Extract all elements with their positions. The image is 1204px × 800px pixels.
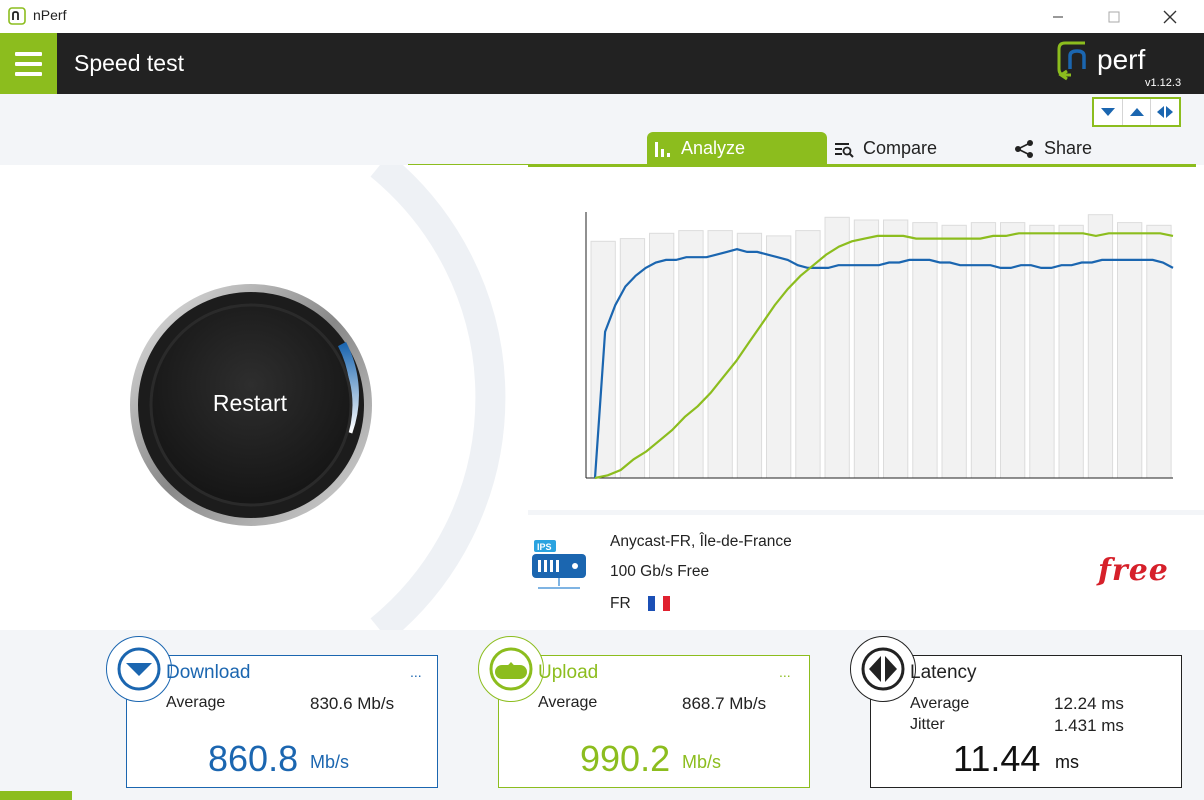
minimize-icon bbox=[1053, 16, 1063, 17]
bottom-accent-strip bbox=[0, 791, 72, 800]
close-button[interactable] bbox=[1142, 0, 1198, 33]
chart-bar bbox=[619, 238, 646, 479]
restart-label: Restart bbox=[212, 390, 288, 416]
tab-share[interactable]: Share bbox=[1014, 132, 1189, 165]
latency-average-label: Average bbox=[910, 695, 970, 712]
upload-average-label: Average bbox=[538, 694, 598, 711]
download-title: Download bbox=[166, 662, 251, 683]
app-header: Speed test perf v1.12.3 bbox=[0, 33, 1204, 94]
maximize-button[interactable] bbox=[1086, 0, 1142, 33]
tabs-underline bbox=[408, 164, 1196, 167]
tab-share-label: Share bbox=[1044, 138, 1093, 158]
upload-average-value: 868.7 Mb/s bbox=[682, 694, 767, 713]
chart-bar bbox=[853, 219, 880, 479]
hamburger-icon-bar bbox=[15, 71, 42, 76]
chart-bar bbox=[707, 230, 733, 479]
download-more-button[interactable]: ... bbox=[410, 664, 422, 680]
chart-bar bbox=[736, 232, 763, 479]
chart-bar bbox=[1087, 214, 1114, 479]
chart-bar bbox=[1000, 222, 1026, 479]
download-series-line bbox=[593, 248, 1174, 479]
chart-bar bbox=[649, 232, 675, 479]
upload-arrow-icon bbox=[489, 647, 533, 691]
page-title: Speed test bbox=[74, 50, 184, 76]
restart-button[interactable] bbox=[128, 282, 374, 528]
upload-unit: Mb/s bbox=[682, 752, 722, 772]
upload-title: Upload bbox=[538, 662, 599, 683]
logo-text: perf bbox=[1097, 44, 1145, 75]
server-ips-icon: IPS bbox=[532, 540, 586, 589]
window-titlebar: nPerf bbox=[0, 0, 1204, 33]
server-name: Anycast-FR, Île-de-France bbox=[610, 533, 792, 550]
expand-up-button[interactable] bbox=[1123, 99, 1152, 125]
chart-bar bbox=[824, 216, 850, 479]
latency-title: Latency bbox=[910, 662, 977, 683]
download-value: 860.8 bbox=[208, 738, 299, 779]
download-unit: Mb/s bbox=[310, 752, 350, 772]
share-icon bbox=[1015, 139, 1033, 158]
compare-list-icon bbox=[835, 142, 854, 158]
chart-bar bbox=[766, 235, 792, 479]
chart-bar bbox=[678, 230, 704, 479]
download-icon-badge bbox=[106, 636, 172, 702]
upload-series-line bbox=[594, 232, 1174, 480]
split-view-button[interactable] bbox=[1151, 99, 1179, 125]
window-title: nPerf bbox=[33, 7, 67, 23]
tab-analyze-label: Analyze bbox=[681, 138, 746, 158]
download-average-value: 830.6 Mb/s bbox=[310, 694, 395, 713]
latency-average-value: 12.24 ms bbox=[1054, 694, 1124, 713]
chart-bar bbox=[795, 230, 821, 479]
upload-value: 990.2 bbox=[580, 738, 671, 779]
nperf-logo: perf bbox=[1057, 41, 1145, 81]
minimize-button[interactable] bbox=[1030, 0, 1086, 33]
app-version: v1.12.3 bbox=[1145, 77, 1182, 89]
latency-value: 11.44 bbox=[953, 738, 1041, 779]
upload-more-button[interactable]: ... bbox=[779, 664, 791, 680]
expand-up-icon bbox=[1129, 108, 1144, 116]
france-flag-icon bbox=[648, 596, 670, 611]
download-card[interactable] bbox=[126, 655, 438, 788]
view-toggle-group bbox=[1092, 97, 1181, 127]
chart-bar bbox=[883, 219, 909, 479]
tab-compare-label: Compare bbox=[863, 138, 938, 158]
split-horizontal-icon bbox=[1157, 106, 1174, 118]
chart-bar bbox=[912, 222, 938, 479]
latency-unit: ms bbox=[1055, 752, 1079, 772]
gauge-decoration bbox=[370, 165, 506, 630]
server-country: FR bbox=[610, 595, 631, 612]
latency-card[interactable] bbox=[870, 655, 1182, 788]
chart-bar bbox=[970, 222, 997, 479]
latency-icon-badge bbox=[850, 636, 916, 702]
tab-analyze[interactable]: Analyze bbox=[647, 132, 827, 165]
menu-button[interactable] bbox=[0, 33, 57, 94]
download-average-label: Average bbox=[166, 694, 226, 711]
upload-card[interactable] bbox=[498, 655, 810, 788]
isp-logo: free bbox=[1098, 553, 1169, 588]
server-speed: 100 Gb/s Free bbox=[610, 563, 710, 580]
chart-bar bbox=[1058, 224, 1084, 479]
close-icon bbox=[1163, 10, 1177, 23]
jitter-label: Jitter bbox=[910, 716, 945, 733]
left-background bbox=[0, 94, 410, 165]
hamburger-icon-bar bbox=[15, 61, 42, 66]
collapse-down-button[interactable] bbox=[1094, 99, 1123, 125]
collapse-down-icon bbox=[1100, 108, 1115, 116]
upload-icon-badge bbox=[478, 636, 544, 702]
tab-compare[interactable]: Compare bbox=[833, 132, 1008, 165]
maximize-icon bbox=[1108, 11, 1120, 22]
jitter-value: 1.431 ms bbox=[1054, 716, 1124, 735]
speed-chart bbox=[585, 212, 1174, 480]
server-info-panel bbox=[528, 515, 1204, 630]
chart-bar bbox=[1029, 224, 1055, 479]
speed-chart-panel bbox=[528, 167, 1204, 510]
nperf-app-icon bbox=[8, 7, 26, 25]
chart-bar bbox=[1146, 224, 1172, 479]
hamburger-icon bbox=[15, 51, 42, 56]
latency-icon bbox=[861, 647, 905, 691]
download-arrow-icon bbox=[117, 647, 161, 691]
bar-chart-icon bbox=[655, 141, 670, 157]
server-icon-label: IPS bbox=[537, 542, 552, 552]
